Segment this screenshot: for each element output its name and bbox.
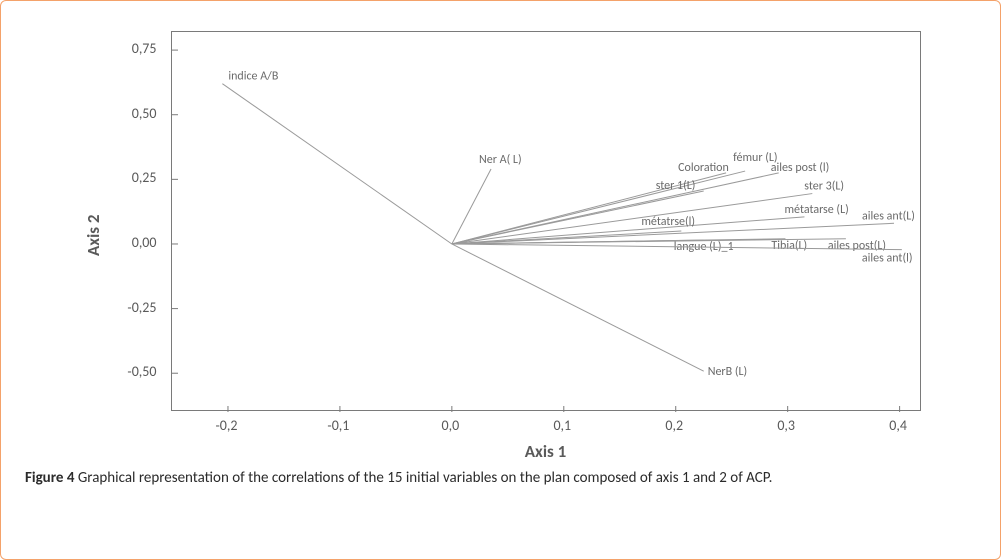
y-tick-label: -0,50: [61, 363, 157, 380]
x-tick-label: -0,1: [327, 417, 349, 434]
y-tick-label: 0,50: [61, 105, 157, 122]
variable-label: métatarse (L): [784, 203, 848, 217]
x-tick-label: -0,2: [215, 417, 237, 434]
x-tick-label: 0,3: [777, 417, 795, 434]
caption-prefix: Figure 4: [25, 469, 74, 487]
variable-label: ailes post (l): [770, 161, 829, 175]
y-tick-label: 0,00: [61, 234, 157, 251]
vector-line: [451, 194, 811, 244]
variable-label: métatrse(l): [641, 215, 695, 229]
x-axis-label: Axis 1: [171, 441, 921, 462]
variable-label: ailes ant(l): [861, 252, 912, 266]
y-tick-label: 0,75: [61, 40, 157, 57]
y-tick-label: 0,25: [61, 169, 157, 186]
x-tick-label: 0,1: [553, 417, 571, 434]
variable-label: ster 3(L): [804, 180, 844, 194]
x-tick-label: 0,0: [442, 417, 460, 434]
variable-label: indice A/B: [228, 70, 278, 84]
variable-label: Ner A( L): [479, 153, 522, 167]
plot-area: indice A/BNer A( L)Colorationfémur (L)ai…: [171, 31, 921, 411]
y-tick-label: -0,25: [61, 299, 157, 316]
plot-wrapper: Axis 2 -0,50-0,250,000,250,500,75 -0,2-0…: [61, 21, 941, 451]
variable-label: ailes ant(L): [862, 209, 915, 223]
x-tick-label: 0,2: [665, 417, 683, 434]
variable-label: Coloration: [678, 161, 729, 175]
vector-line: [222, 84, 451, 244]
vector-line: [451, 244, 703, 371]
x-tick-label: 0,4: [889, 417, 907, 434]
variable-label: ster 1(L): [655, 179, 695, 193]
variable-label: Tibia(L): [771, 239, 807, 253]
figure-card: Axis 2 -0,50-0,250,000,250,500,75 -0,2-0…: [0, 0, 1001, 560]
caption-text: Graphical representation of the correlat…: [74, 469, 772, 487]
biplot-svg: indice A/BNer A( L)Colorationfémur (L)ai…: [172, 32, 922, 412]
figure-caption: Figure 4 Graphical representation of the…: [25, 469, 976, 487]
vector-line: [451, 169, 490, 244]
variable-label: NerB (L): [707, 365, 746, 379]
